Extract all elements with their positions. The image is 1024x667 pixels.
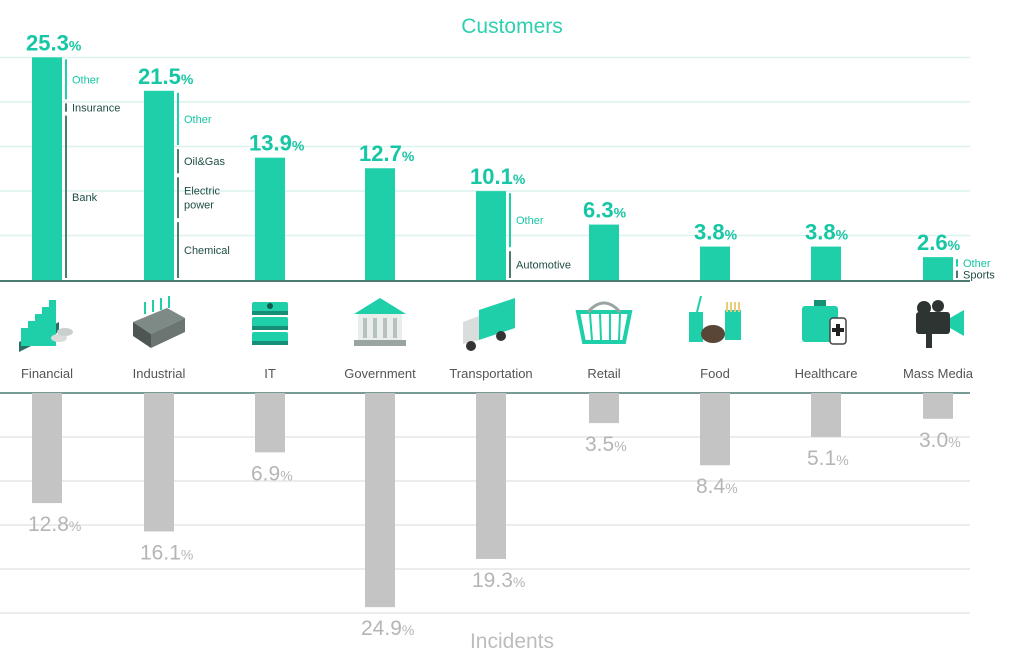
incidents-bar-government [365, 393, 395, 608]
customers-bar-financial [32, 57, 62, 280]
incidents-value-transportation: 19.3% [472, 569, 525, 592]
segment-label-industrial-oil-gas: Oil&Gas [184, 156, 225, 168]
segment-label-industrial-chemical: Chemical [184, 245, 230, 257]
customers-bar-healthcare [811, 246, 841, 280]
segment-label-financial-bank: Bank [72, 192, 98, 204]
category-label-food: Food [700, 366, 730, 381]
chart-title-incidents: Incidents [469, 630, 555, 653]
retail-icon [575, 301, 633, 344]
incidents-value-retail: 3.5% [585, 433, 627, 456]
customers-value-government: 12.7% [359, 141, 415, 166]
financial-icon [19, 300, 73, 352]
incidents-bar-financial [32, 393, 62, 504]
customers-value-industrial: 21.5% [138, 64, 194, 89]
category-label-industrial: Industrial [132, 366, 186, 381]
customers-bar-retail [589, 224, 619, 280]
mass-media-icon [916, 300, 964, 348]
customers-value-transportation: 10.1% [470, 164, 526, 189]
incidents-value-government: 24.9% [361, 617, 414, 640]
customers-value-healthcare: 3.8% [805, 220, 849, 245]
segment-label-mass-media-sports: Sports [963, 269, 995, 281]
incidents-bar-transportation [476, 393, 506, 559]
incidents-value-financial: 12.8% [28, 513, 81, 536]
segment-label-transportation-other: Other [516, 215, 544, 227]
segment-label-industrial-electric-power: Electric power [184, 186, 221, 212]
customers-bar-mass-media [923, 257, 953, 280]
customers-value-food: 3.8% [694, 220, 738, 245]
customers-value-retail: 6.3% [583, 198, 627, 223]
incidents-bar-retail [589, 393, 619, 424]
customers-value-financial: 25.3% [26, 30, 82, 55]
category-label-financial: Financial [20, 366, 74, 381]
category-label-government: Government [344, 366, 416, 381]
category-label-mass-media: Mass Media [902, 366, 974, 381]
segment-label-industrial-other: Other [184, 114, 212, 126]
incidents-bar-it [255, 393, 285, 453]
customers-bar-industrial [144, 90, 174, 280]
segment-label-financial-other: Other [72, 74, 100, 86]
government-icon [354, 298, 406, 346]
category-label-it: IT [264, 366, 276, 381]
incidents-bar-food [700, 393, 730, 466]
it-icon [252, 302, 288, 345]
category-label-transportation: Transportation [449, 366, 533, 381]
customers-bar-transportation [476, 191, 506, 280]
incidents-value-mass-media: 3.0% [919, 429, 961, 452]
category-label-healthcare: Healthcare [794, 366, 858, 381]
food-icon [689, 295, 741, 343]
incidents-value-food: 8.4% [696, 475, 738, 498]
customers-bar-government [365, 168, 395, 280]
segment-label-transportation-automotive: Automotive [516, 260, 571, 272]
customers-value-it: 13.9% [249, 131, 305, 156]
incidents-bar-mass-media [923, 393, 953, 419]
healthcare-icon [802, 300, 847, 345]
incidents-bar-healthcare [811, 393, 841, 437]
customers-bar-food [700, 246, 730, 280]
category-label-retail: Retail [587, 366, 621, 381]
incidents-value-industrial: 16.1% [140, 541, 193, 564]
incidents-value-healthcare: 5.1% [807, 447, 849, 470]
transportation-icon [463, 298, 515, 351]
customers-value-mass-media: 2.6% [917, 230, 961, 255]
segment-label-financial-insurance: Insurance [72, 103, 120, 115]
customers-bar-it [255, 157, 285, 280]
chart-title-customers: Customers [461, 15, 563, 38]
incidents-bar-industrial [144, 393, 174, 532]
segment-label-mass-media-other: Other [963, 258, 991, 270]
industrial-icon [133, 296, 185, 348]
incidents-value-it: 6.9% [251, 462, 293, 485]
